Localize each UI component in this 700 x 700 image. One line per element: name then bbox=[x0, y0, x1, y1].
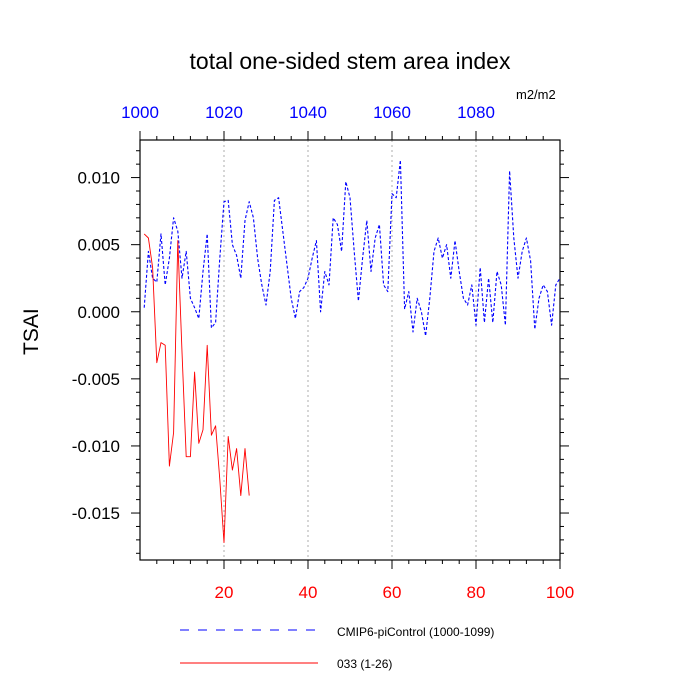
y-tick-label: 0.000 bbox=[77, 303, 120, 322]
legend-label-033: 033 (1-26) bbox=[337, 657, 393, 671]
x-top-tick-label: 1080 bbox=[457, 103, 495, 122]
units-label: m2/m2 bbox=[516, 87, 556, 102]
legend-label-cmip6: CMIP6-piControl (1000-1099) bbox=[337, 625, 495, 639]
x-top-tick-label: 1060 bbox=[373, 103, 411, 122]
x-top-tick-label: 1020 bbox=[205, 103, 243, 122]
chart-title: total one-sided stem area index bbox=[189, 48, 511, 74]
x-tick-label: 20 bbox=[215, 583, 234, 602]
plot-frame bbox=[139, 139, 561, 561]
x-tick-label: 40 bbox=[299, 583, 318, 602]
series-line-cmip6 bbox=[143, 159, 561, 337]
y-tick-label: 0.010 bbox=[77, 169, 120, 188]
y-tick-label: 0.005 bbox=[77, 236, 120, 255]
x-tick-label: 60 bbox=[383, 583, 402, 602]
x-top-tick-label: 1000 bbox=[121, 103, 159, 122]
y-tick-label: -0.015 bbox=[72, 504, 120, 523]
y-tick-label: -0.010 bbox=[72, 437, 120, 456]
y-tick-label: -0.005 bbox=[72, 370, 120, 389]
series-line-033 bbox=[143, 233, 250, 544]
x-tick-label: 80 bbox=[467, 583, 486, 602]
x-top-tick-label: 1040 bbox=[289, 103, 327, 122]
x-tick-label: 100 bbox=[546, 583, 574, 602]
